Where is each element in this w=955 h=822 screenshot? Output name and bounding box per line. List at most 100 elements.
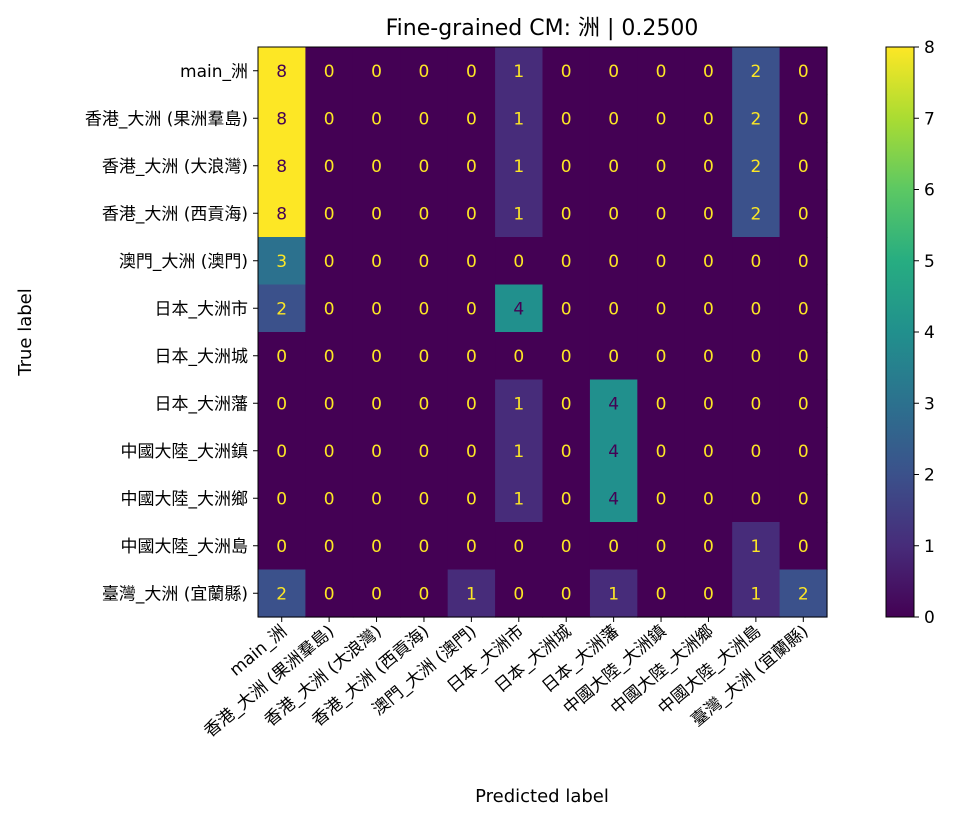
heatmap-cell (258, 284, 307, 333)
cell-value-label: 0 (561, 299, 572, 319)
heatmap-cell (305, 237, 354, 286)
heatmap-cell (352, 237, 401, 286)
heatmap-cell (542, 284, 591, 333)
heatmap-cell (684, 47, 733, 96)
heatmap-cell (684, 94, 733, 143)
cell-value-label: 0 (656, 62, 667, 82)
cell-value-label: 0 (561, 489, 572, 509)
cell-value-label: 0 (656, 537, 667, 557)
cell-value-label: 0 (798, 347, 809, 367)
heatmap-cell (495, 332, 544, 381)
cell-value-label: 0 (656, 109, 667, 129)
cell-value-label: 0 (371, 157, 382, 177)
heatmap-cell (732, 522, 781, 571)
heatmap-cell (637, 47, 686, 96)
heatmap-cell (352, 522, 401, 571)
heatmap-cell (352, 189, 401, 238)
cell-value-label: 0 (561, 252, 572, 272)
heatmap-cell (637, 94, 686, 143)
cell-value-label: 2 (750, 109, 761, 129)
cell-value-label: 0 (608, 537, 619, 557)
cell-value-label: 0 (608, 204, 619, 224)
heatmap-cell (400, 142, 449, 191)
heatmap-cell (684, 522, 733, 571)
chart-title: Fine-grained CM: 洲 | 0.2500 (386, 16, 699, 41)
cell-value-label: 0 (371, 347, 382, 367)
cell-value-label: 0 (703, 109, 714, 129)
heatmap-cell (447, 189, 496, 238)
cell-value-label: 0 (703, 252, 714, 272)
cell-value-label: 0 (703, 299, 714, 319)
colorbar-tick-label: 2 (924, 466, 935, 486)
cell-value-label: 1 (466, 584, 477, 604)
heatmap-cell (637, 522, 686, 571)
heatmap-cell (352, 332, 401, 381)
heatmap-cell (352, 284, 401, 333)
heatmap-cell (305, 474, 354, 523)
x-axis-label: Predicted label (475, 786, 609, 807)
heatmap-cell (542, 474, 591, 523)
heatmap-cell (305, 427, 354, 476)
heatmap-cells: 8 0 0 0 0 1 0 0 0 0 2 0 8 0 0 0 0 1 0 0 0 0 2 0 8 0 0 0 0 1 0 0 0 0 2 0 8 0 0 0… (258, 47, 828, 618)
heatmap-cell (589, 94, 638, 143)
cell-value-label: 0 (608, 299, 619, 319)
cell-value-label: 0 (798, 442, 809, 462)
cell-value-label: 0 (324, 394, 335, 414)
heatmap-cell (589, 284, 638, 333)
heatmap-cell (637, 189, 686, 238)
cell-value-label: 0 (419, 109, 430, 129)
heatmap-cell (352, 47, 401, 96)
heatmap-cell (352, 142, 401, 191)
cell-value-label: 0 (466, 489, 477, 509)
heatmap-cell (542, 237, 591, 286)
heatmap-cell (779, 379, 828, 428)
cell-value-label: 0 (703, 584, 714, 604)
heatmap-cell (400, 522, 449, 571)
heatmap-cell (305, 284, 354, 333)
heatmap-cell (779, 94, 828, 143)
heatmap-cell (352, 474, 401, 523)
heatmap-cell (637, 427, 686, 476)
heatmap-cell (400, 332, 449, 381)
heatmap-cell (258, 189, 307, 238)
heatmap-cell (732, 474, 781, 523)
heatmap-cell (732, 427, 781, 476)
heatmap-cell (495, 522, 544, 571)
cell-value-label: 0 (371, 62, 382, 82)
heatmap-cell (447, 379, 496, 428)
heatmap-cell (305, 569, 354, 618)
cell-value-label: 1 (750, 584, 761, 604)
heatmap-cell (684, 379, 733, 428)
heatmap-cell (495, 379, 544, 428)
heatmap-cell (637, 569, 686, 618)
y-tick-label: 中國大陸_大洲鎮 (121, 442, 249, 462)
cell-value-label: 0 (324, 584, 335, 604)
heatmap-cell (495, 427, 544, 476)
heatmap-cell (684, 427, 733, 476)
heatmap-cell (258, 474, 307, 523)
cell-value-label: 1 (513, 157, 524, 177)
heatmap-cell (589, 47, 638, 96)
cell-value-label: 0 (798, 62, 809, 82)
cell-value-label: 0 (750, 394, 761, 414)
heatmap-cell (589, 189, 638, 238)
colorbar (885, 46, 915, 618)
heatmap-cell (447, 94, 496, 143)
cell-value-label: 0 (371, 442, 382, 462)
heatmap-cell (258, 427, 307, 476)
heatmap-cell (542, 332, 591, 381)
cell-value-label: 0 (419, 584, 430, 604)
cell-value-label: 0 (798, 109, 809, 129)
heatmap-cell (779, 47, 828, 96)
cell-value-label: 0 (608, 347, 619, 367)
cell-value-label: 0 (466, 157, 477, 177)
cell-value-label: 0 (466, 252, 477, 272)
cell-value-label: 0 (798, 204, 809, 224)
heatmap-cell (447, 284, 496, 333)
heatmap-cell (637, 332, 686, 381)
cell-value-label: 0 (276, 537, 287, 557)
heatmap-cell (352, 379, 401, 428)
cell-value-label: 1 (513, 489, 524, 509)
heatmap-cell (258, 522, 307, 571)
